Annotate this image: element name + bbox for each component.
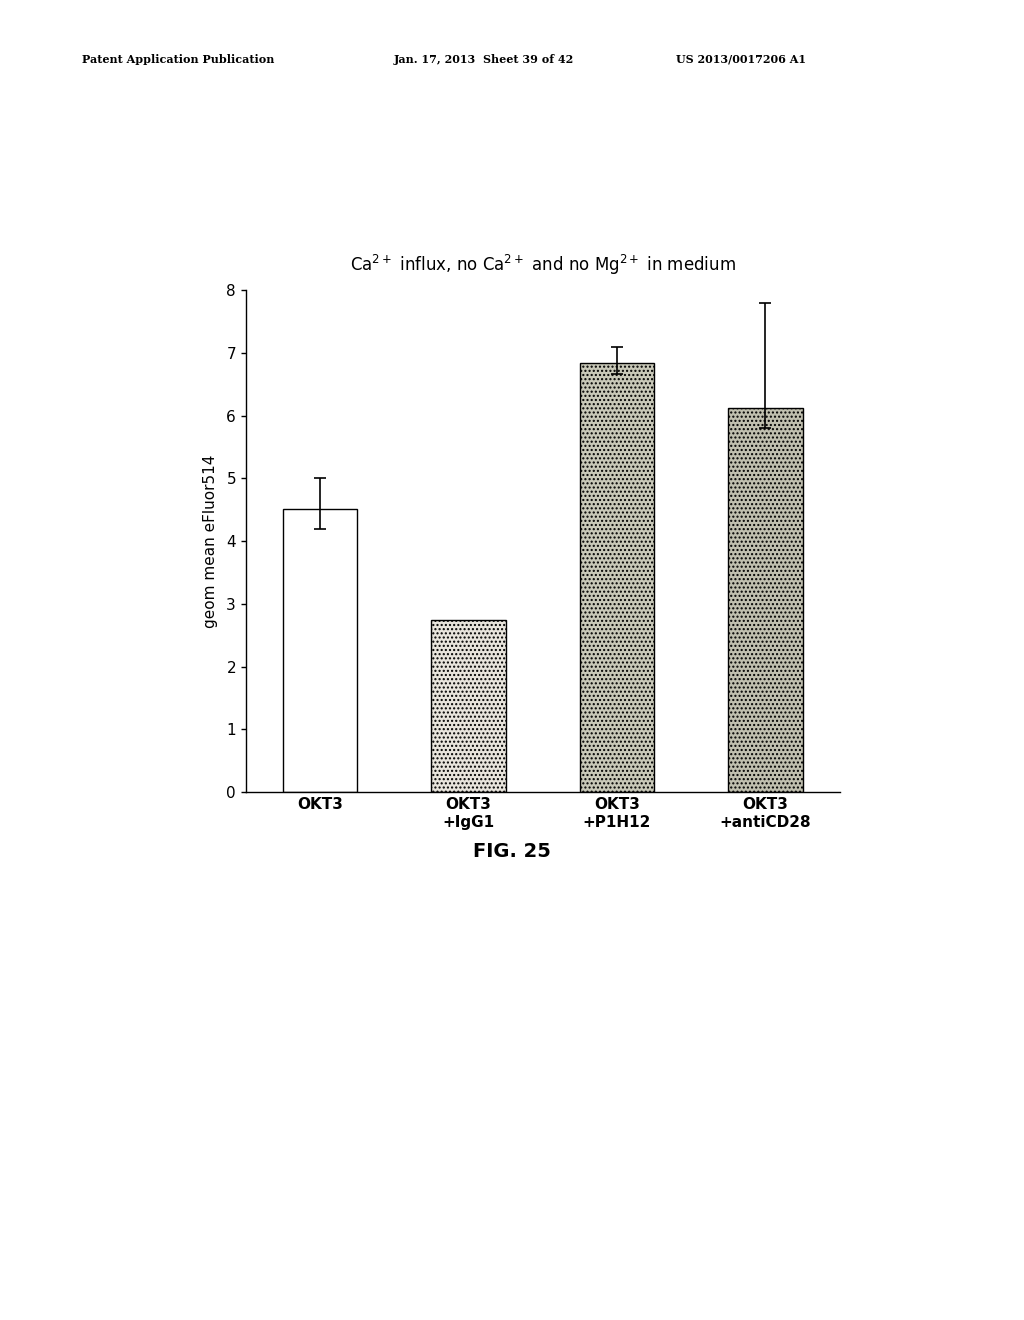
Text: Patent Application Publication: Patent Application Publication [82,54,274,65]
Bar [283,508,357,792]
Bar [431,619,506,792]
Title: Ca$^{2+}$ influx, no Ca$^{2+}$ and no Mg$^{2+}$ in medium: Ca$^{2+}$ influx, no Ca$^{2+}$ and no Mg… [350,253,735,277]
Y-axis label: geom mean eFluor514: geom mean eFluor514 [203,454,218,628]
Text: FIG. 25: FIG. 25 [473,842,551,861]
Text: Jan. 17, 2013  Sheet 39 of 42: Jan. 17, 2013 Sheet 39 of 42 [394,54,574,65]
Bar [728,408,803,792]
Text: US 2013/0017206 A1: US 2013/0017206 A1 [676,54,806,65]
Bar [580,363,654,792]
